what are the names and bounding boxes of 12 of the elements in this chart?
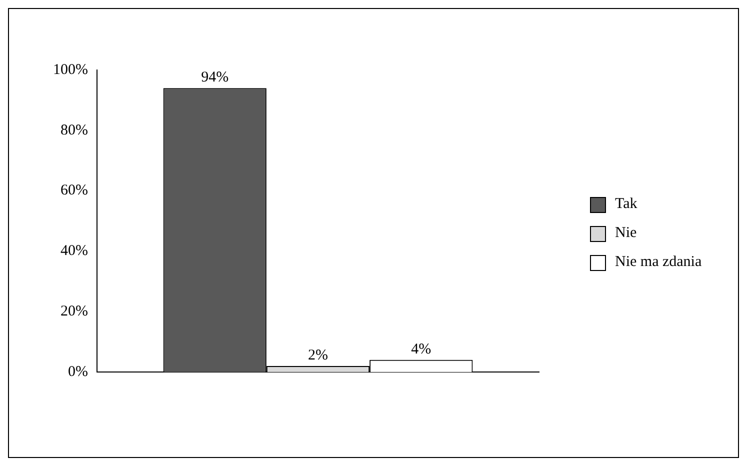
legend-label: Nie: [615, 225, 637, 242]
y-tick-label: 100%: [52, 62, 88, 78]
y-tick-label: 0%: [68, 364, 88, 380]
data-label: 2%: [308, 347, 328, 364]
legend-label: Nie ma zdania: [615, 254, 702, 271]
y-tick-label: 80%: [60, 122, 88, 138]
y-tick-label: 40%: [60, 243, 88, 260]
legend-label: Tak: [615, 196, 638, 213]
y-tick-label: 60%: [60, 182, 88, 199]
data-label: 4%: [411, 341, 432, 358]
y-tick-label: 20%: [60, 304, 88, 320]
data-label: 94%: [201, 70, 229, 86]
